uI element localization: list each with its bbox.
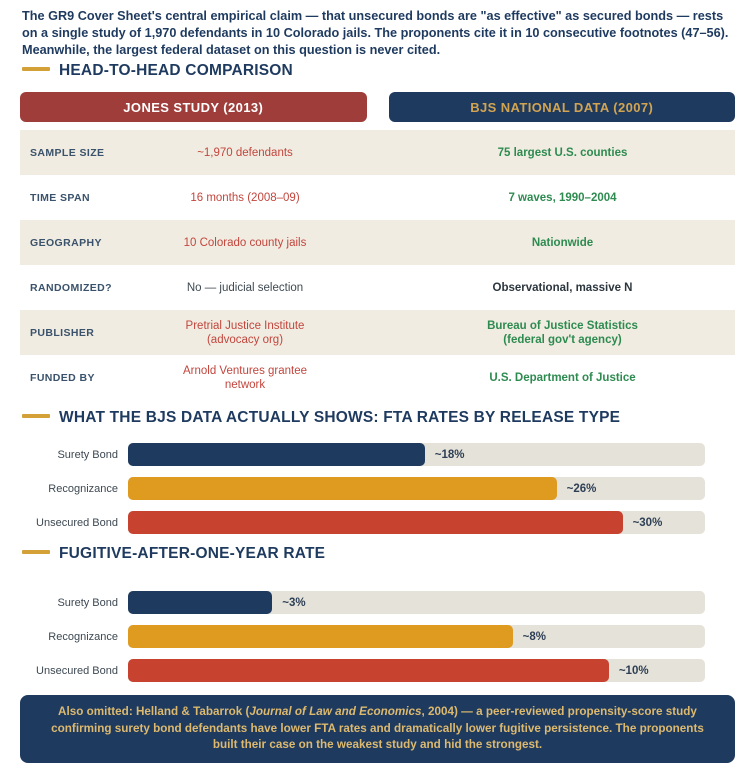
bar-value-label: ~8% xyxy=(522,630,546,643)
section-heading-fta-chart: WHAT THE BJS DATA ACTUALLY SHOWS: FTA RA… xyxy=(22,409,734,426)
bar-value-label: ~3% xyxy=(282,596,306,609)
footer-journal-title: Journal of Law and Economics xyxy=(249,705,422,718)
bar-category-label: Surety Bond xyxy=(57,448,118,461)
bjs-value: Bureau of Justice Statistics (federal go… xyxy=(487,319,638,346)
chart-row: Unsecured Bond ~30% xyxy=(20,511,705,534)
bar xyxy=(128,443,425,466)
chart-row: Unsecured Bond ~10% xyxy=(20,659,705,682)
bjs-value: 7 waves, 1990–2004 xyxy=(508,191,617,204)
fta-rates-chart: Surety Bond ~18% Recognizance ~26% Unsecured… xyxy=(20,443,705,534)
fugitive-rate-chart: Surety Bond ~3% Recognizance ~8% Unsecured B… xyxy=(20,591,705,682)
bjs-value: 75 largest U.S. counties xyxy=(497,146,628,159)
gold-dash-icon xyxy=(22,67,50,71)
bar-category-label: Unsecured Bond xyxy=(36,664,118,677)
jones-value: Pretrial Justice Institute (advocacy org… xyxy=(185,319,305,346)
bjs-data-header: BJS NATIONAL DATA (2007) xyxy=(388,92,735,122)
jones-study-header: JONES STUDY (2013) xyxy=(20,92,367,122)
row-label: GEOGRAPHY xyxy=(30,236,102,249)
bar-value-label: ~10% xyxy=(618,664,649,677)
comparison-column-headers: JONES STUDY (2013) BJS NATIONAL DATA (20… xyxy=(20,92,735,122)
intro-text: The GR9 Cover Sheet's central empirical … xyxy=(22,9,729,57)
bar-category-label: Recognizance xyxy=(48,630,118,643)
bjs-value: Observational, massive N xyxy=(492,281,633,294)
footer-text-prefix: Also omitted: Helland & Tabarrok ( xyxy=(58,705,250,718)
jones-value: 16 months (2008–09) xyxy=(190,191,300,204)
footer-note: Also omitted: Helland & Tabarrok (Journa… xyxy=(20,695,735,763)
table-row: SAMPLE SIZE ~1,970 defendants 75 largest U… xyxy=(20,130,735,175)
bar xyxy=(128,511,623,534)
chart-row: Recognizance ~26% xyxy=(20,477,705,500)
row-label: TIME SPAN xyxy=(30,191,90,204)
bar-track: ~8% xyxy=(128,625,705,648)
jones-value: No — judicial selection xyxy=(186,281,304,294)
bar-track: ~30% xyxy=(128,511,705,534)
row-label: PUBLISHER xyxy=(30,326,95,339)
bar-category-label: Recognizance xyxy=(48,482,118,495)
jones-value: ~1,970 defendants xyxy=(197,146,293,159)
table-row: TIME SPAN 16 months (2008–09) 7 waves, 199… xyxy=(20,175,735,220)
table-row: PUBLISHER Pretrial Justice Institute (adv… xyxy=(20,310,735,355)
chart-row: Recognizance ~8% xyxy=(20,625,705,648)
bar-track: ~18% xyxy=(128,443,705,466)
row-label: SAMPLE SIZE xyxy=(30,146,105,159)
footer-text-suffix: , 2004) — a peer-reviewed propensity-sco… xyxy=(51,705,704,751)
table-row: FUNDED BY Arnold Ventures grantee network… xyxy=(20,355,735,400)
jones-value: Arnold Ventures grantee network xyxy=(182,364,308,391)
bar-category-label: Surety Bond xyxy=(57,596,118,609)
bar-value-label: ~30% xyxy=(632,516,663,529)
bar xyxy=(128,625,513,648)
fugitive-chart-title: FUGITIVE-AFTER-ONE-YEAR RATE xyxy=(59,545,326,562)
row-label: RANDOMIZED? xyxy=(30,281,112,294)
bar-track: ~26% xyxy=(128,477,705,500)
chart-row: Surety Bond ~18% xyxy=(20,443,705,466)
bar-track: ~3% xyxy=(128,591,705,614)
bar-category-label: Unsecured Bond xyxy=(36,516,118,529)
bar xyxy=(128,477,557,500)
fta-chart-title: WHAT THE BJS DATA ACTUALLY SHOWS: FTA RA… xyxy=(59,409,621,426)
table-row: RANDOMIZED? No — judicial selection Observ… xyxy=(20,265,735,310)
bjs-value: U.S. Department of Justice xyxy=(489,371,636,384)
chart-row: Surety Bond ~3% xyxy=(20,591,705,614)
comparison-table: SAMPLE SIZE ~1,970 defendants 75 largest U… xyxy=(20,130,735,400)
bar-track: ~10% xyxy=(128,659,705,682)
jones-value: 10 Colorado county jails xyxy=(183,236,307,249)
bjs-value: Nationwide xyxy=(531,236,594,249)
table-row: GEOGRAPHY 10 Colorado county jails Nationw… xyxy=(20,220,735,265)
comparison-title: HEAD-TO-HEAD COMPARISON xyxy=(59,62,293,79)
gold-dash-icon xyxy=(22,550,50,554)
bar-value-label: ~26% xyxy=(566,482,597,495)
gold-dash-icon xyxy=(22,414,50,418)
row-label: FUNDED BY xyxy=(30,371,95,384)
bar xyxy=(128,591,273,614)
section-heading-fugitive-chart: FUGITIVE-AFTER-ONE-YEAR RATE xyxy=(22,545,734,562)
section-heading-comparison: HEAD-TO-HEAD COMPARISON xyxy=(22,62,734,79)
bar-value-label: ~18% xyxy=(434,448,465,461)
bar xyxy=(128,659,609,682)
